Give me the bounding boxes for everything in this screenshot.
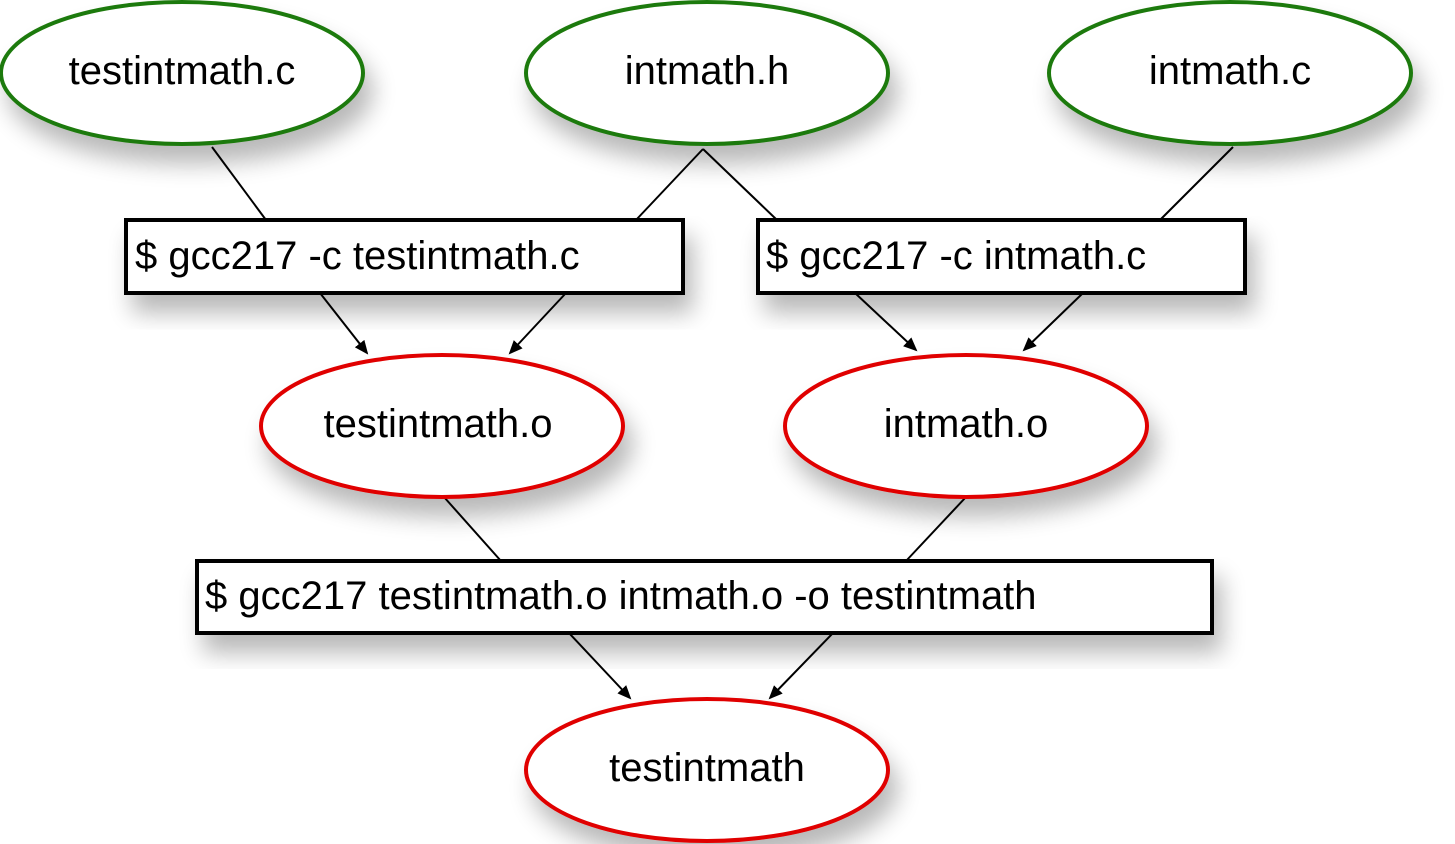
- edge-testintmath-o-to-link: [443, 496, 502, 562]
- source-label-intmath-h: intmath.h: [625, 49, 790, 93]
- edge-link-to-exe-b: [768, 632, 834, 700]
- source-node-testintmath-c: testintmath.c: [0, 0, 365, 146]
- output-label-testintmath: testintmath: [609, 746, 805, 790]
- edge-intmath-h-to-compile-testintmath: [635, 148, 704, 221]
- source-node-intmath-h: intmath.h: [524, 0, 890, 146]
- command-box-link: $ gcc217 testintmath.o intmath.o -o test…: [195, 559, 1214, 635]
- output-node-intmath-o: intmath.o: [783, 353, 1149, 499]
- output-node-testintmath: testintmath: [524, 697, 890, 843]
- command-label-compile-testintmath: $ gcc217 -c testintmath.c: [135, 234, 580, 278]
- output-label-intmath-o: intmath.o: [884, 402, 1049, 446]
- edge-link-to-exe-a: [568, 632, 632, 700]
- edge-compile-testintmath-to-obj-a: [319, 292, 369, 355]
- edge-intmath-c-to-compile: [1159, 146, 1234, 221]
- edges: [211, 146, 1234, 700]
- edge-compile-intmath-to-obj-b: [1022, 292, 1084, 352]
- source-label-testintmath-c: testintmath.c: [69, 49, 296, 93]
- output-node-testintmath-o: testintmath.o: [259, 353, 625, 499]
- edge-compile-intmath-to-obj-a: [854, 292, 918, 352]
- edge-testintmath-c-to-compile: [211, 146, 267, 221]
- command-label-compile-intmath: $ gcc217 -c intmath.c: [766, 234, 1146, 278]
- edge-compile-testintmath-to-obj-b: [508, 292, 567, 355]
- output-label-testintmath-o: testintmath.o: [323, 402, 552, 446]
- edge-intmath-h-to-compile-intmath: [702, 148, 778, 221]
- command-box-compile-testintmath: $ gcc217 -c testintmath.c: [124, 218, 685, 295]
- command-label-link: $ gcc217 testintmath.o intmath.o -o test…: [205, 574, 1037, 618]
- edge-intmath-o-to-link: [905, 496, 967, 562]
- source-node-intmath-c: intmath.c: [1047, 0, 1413, 146]
- command-box-compile-intmath: $ gcc217 -c intmath.c: [756, 218, 1247, 295]
- source-label-intmath-c: intmath.c: [1149, 49, 1311, 93]
